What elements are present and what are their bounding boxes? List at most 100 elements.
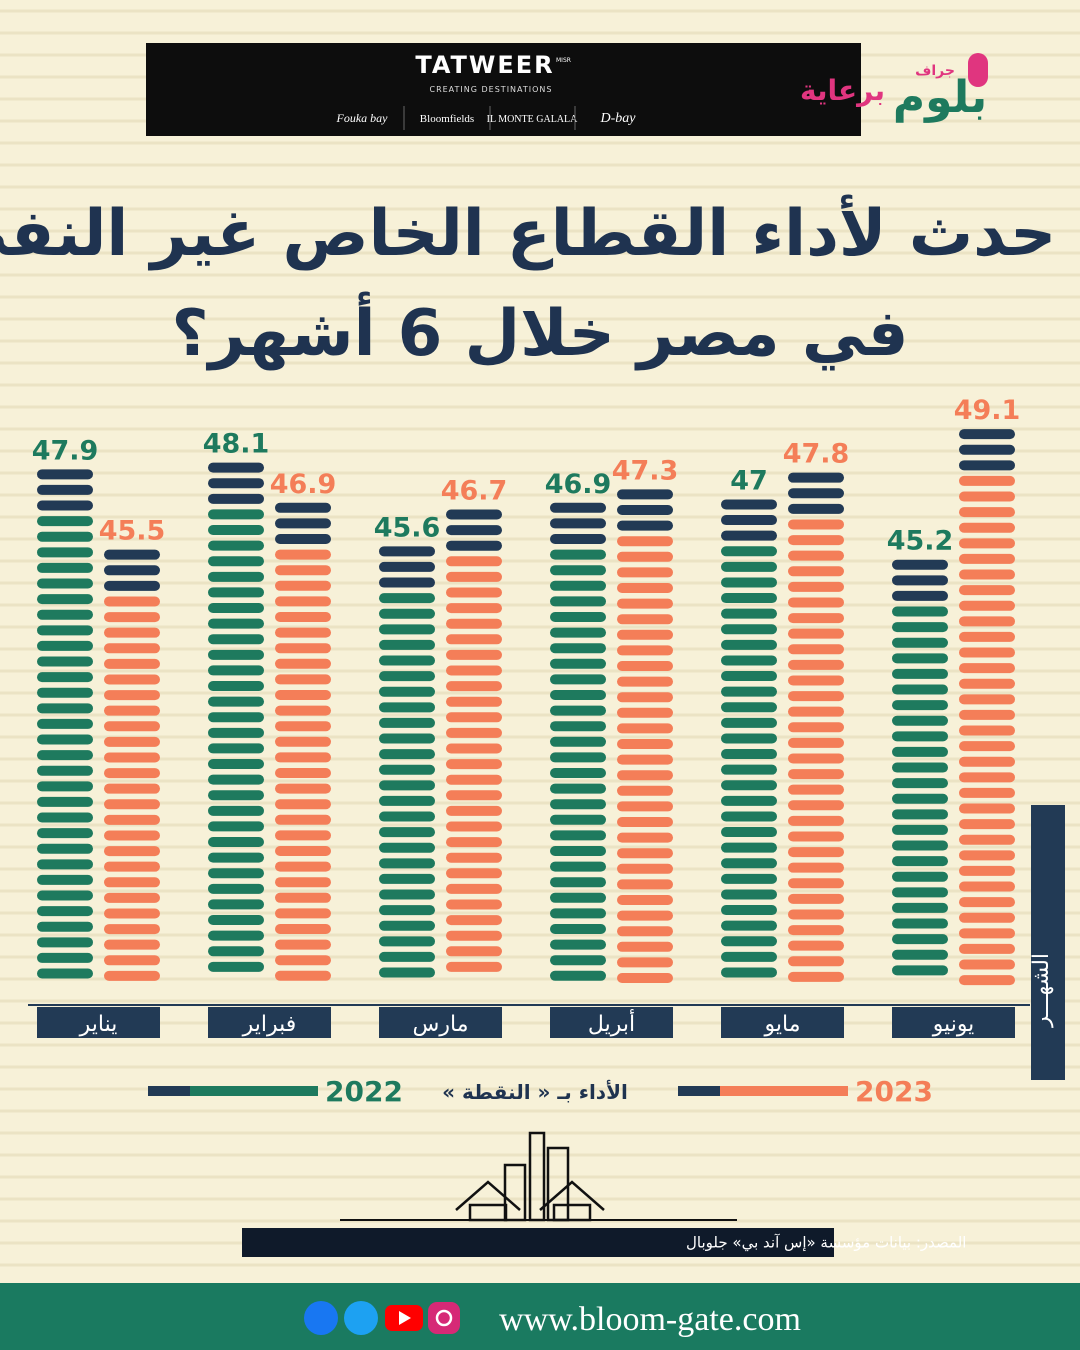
bar-segment (208, 540, 264, 551)
bar-segment (788, 878, 844, 889)
bar-segment (959, 507, 1015, 518)
bar-segment (959, 943, 1015, 954)
bar-segment (446, 571, 502, 582)
bar-segment (721, 951, 777, 962)
bar-segment (37, 812, 93, 823)
value-label: 46.9 (545, 469, 612, 500)
bar (446, 509, 502, 972)
project: Fouka bay (336, 111, 389, 125)
bar-segment (959, 959, 1015, 970)
twitter-icon[interactable] (344, 1301, 378, 1335)
bar-segment (208, 774, 264, 785)
bar-segment (208, 899, 264, 910)
bar-segment (959, 772, 1015, 783)
x-tick-label: فبراير (242, 1012, 297, 1037)
bar-segment (550, 596, 606, 607)
bar-segment (617, 707, 673, 718)
bar-segment (788, 613, 844, 624)
facebook-icon[interactable] (304, 1301, 338, 1335)
bar-segment (379, 780, 435, 791)
bar-segment (446, 774, 502, 785)
bar-segment (275, 970, 331, 981)
bar-segment (446, 603, 502, 614)
sponsor-brand-sub: MISR (556, 57, 571, 64)
x-tick-box (208, 1007, 331, 1038)
bar-segment (892, 949, 948, 960)
bar-segment (550, 924, 606, 935)
bar-segment (721, 671, 777, 682)
bar-segment (446, 727, 502, 738)
bar-segment (892, 793, 948, 804)
bar-segment (446, 915, 502, 926)
bar-segment (959, 834, 1015, 845)
bar-segment (37, 937, 93, 948)
bar-segment (617, 520, 673, 531)
logo-small: جراف (915, 63, 955, 79)
value-label: 47.3 (612, 455, 679, 486)
bar (892, 559, 948, 976)
value-label: 47.8 (783, 439, 850, 470)
bar-segment (37, 672, 93, 683)
website[interactable]: www.bloom-gate.com (499, 1301, 801, 1338)
value-label: 45.5 (99, 516, 166, 547)
bar-segment (617, 863, 673, 874)
bar-segment (208, 805, 264, 816)
bar-segment (788, 815, 844, 826)
sponsor-brand: TATWEER (415, 51, 554, 79)
bar-segment (275, 596, 331, 607)
bar-segment (959, 444, 1015, 455)
bar-segment (208, 556, 264, 567)
bar-segment (959, 897, 1015, 908)
bar-segment (275, 924, 331, 935)
bar-segment (617, 770, 673, 781)
bar-segment (788, 597, 844, 608)
bar (550, 502, 606, 981)
bar-segment (446, 540, 502, 551)
bar-segment (275, 877, 331, 888)
bar-segment (37, 640, 93, 651)
bar-segment (37, 625, 93, 636)
bar-segment (959, 600, 1015, 611)
bar-segment (721, 639, 777, 650)
instagram-icon[interactable] (428, 1302, 460, 1334)
bar-segment (37, 703, 93, 714)
bar-segment (379, 749, 435, 760)
project: D-bay (600, 111, 637, 126)
bar-segment (892, 622, 948, 633)
bar-segment (721, 546, 777, 557)
bar-segment (617, 583, 673, 594)
bar (617, 489, 673, 984)
bar-segment (446, 681, 502, 692)
bar-segment (379, 639, 435, 650)
youtube-play (399, 1311, 411, 1325)
bar-segment (104, 830, 160, 841)
bar-segment (721, 795, 777, 806)
bar-segment (104, 690, 160, 701)
bar-segment (550, 768, 606, 779)
bar-segment (379, 561, 435, 572)
bar-segment (892, 684, 948, 695)
bar-segment (446, 587, 502, 598)
bar-segment (721, 764, 777, 775)
bar-segment (617, 941, 673, 952)
legend-cap (148, 1086, 190, 1096)
bar-segment (379, 795, 435, 806)
bar-segment (788, 971, 844, 982)
bar-segment (275, 565, 331, 576)
bar-segment (208, 946, 264, 957)
bar-segment (208, 837, 264, 848)
bar-segment (550, 502, 606, 513)
bar-segment (37, 516, 93, 527)
bar-segment (104, 580, 160, 591)
bar-segment (959, 616, 1015, 627)
bar-segment (37, 765, 93, 776)
bar-segment (275, 658, 331, 669)
x-tick-label: مارس (413, 1012, 469, 1037)
bar-segment (208, 759, 264, 770)
bar (379, 546, 435, 978)
bar-segment (721, 827, 777, 838)
bar-segment (788, 847, 844, 858)
bar-segment (275, 799, 331, 810)
bar-segment (892, 590, 948, 601)
bar-segment (446, 946, 502, 957)
